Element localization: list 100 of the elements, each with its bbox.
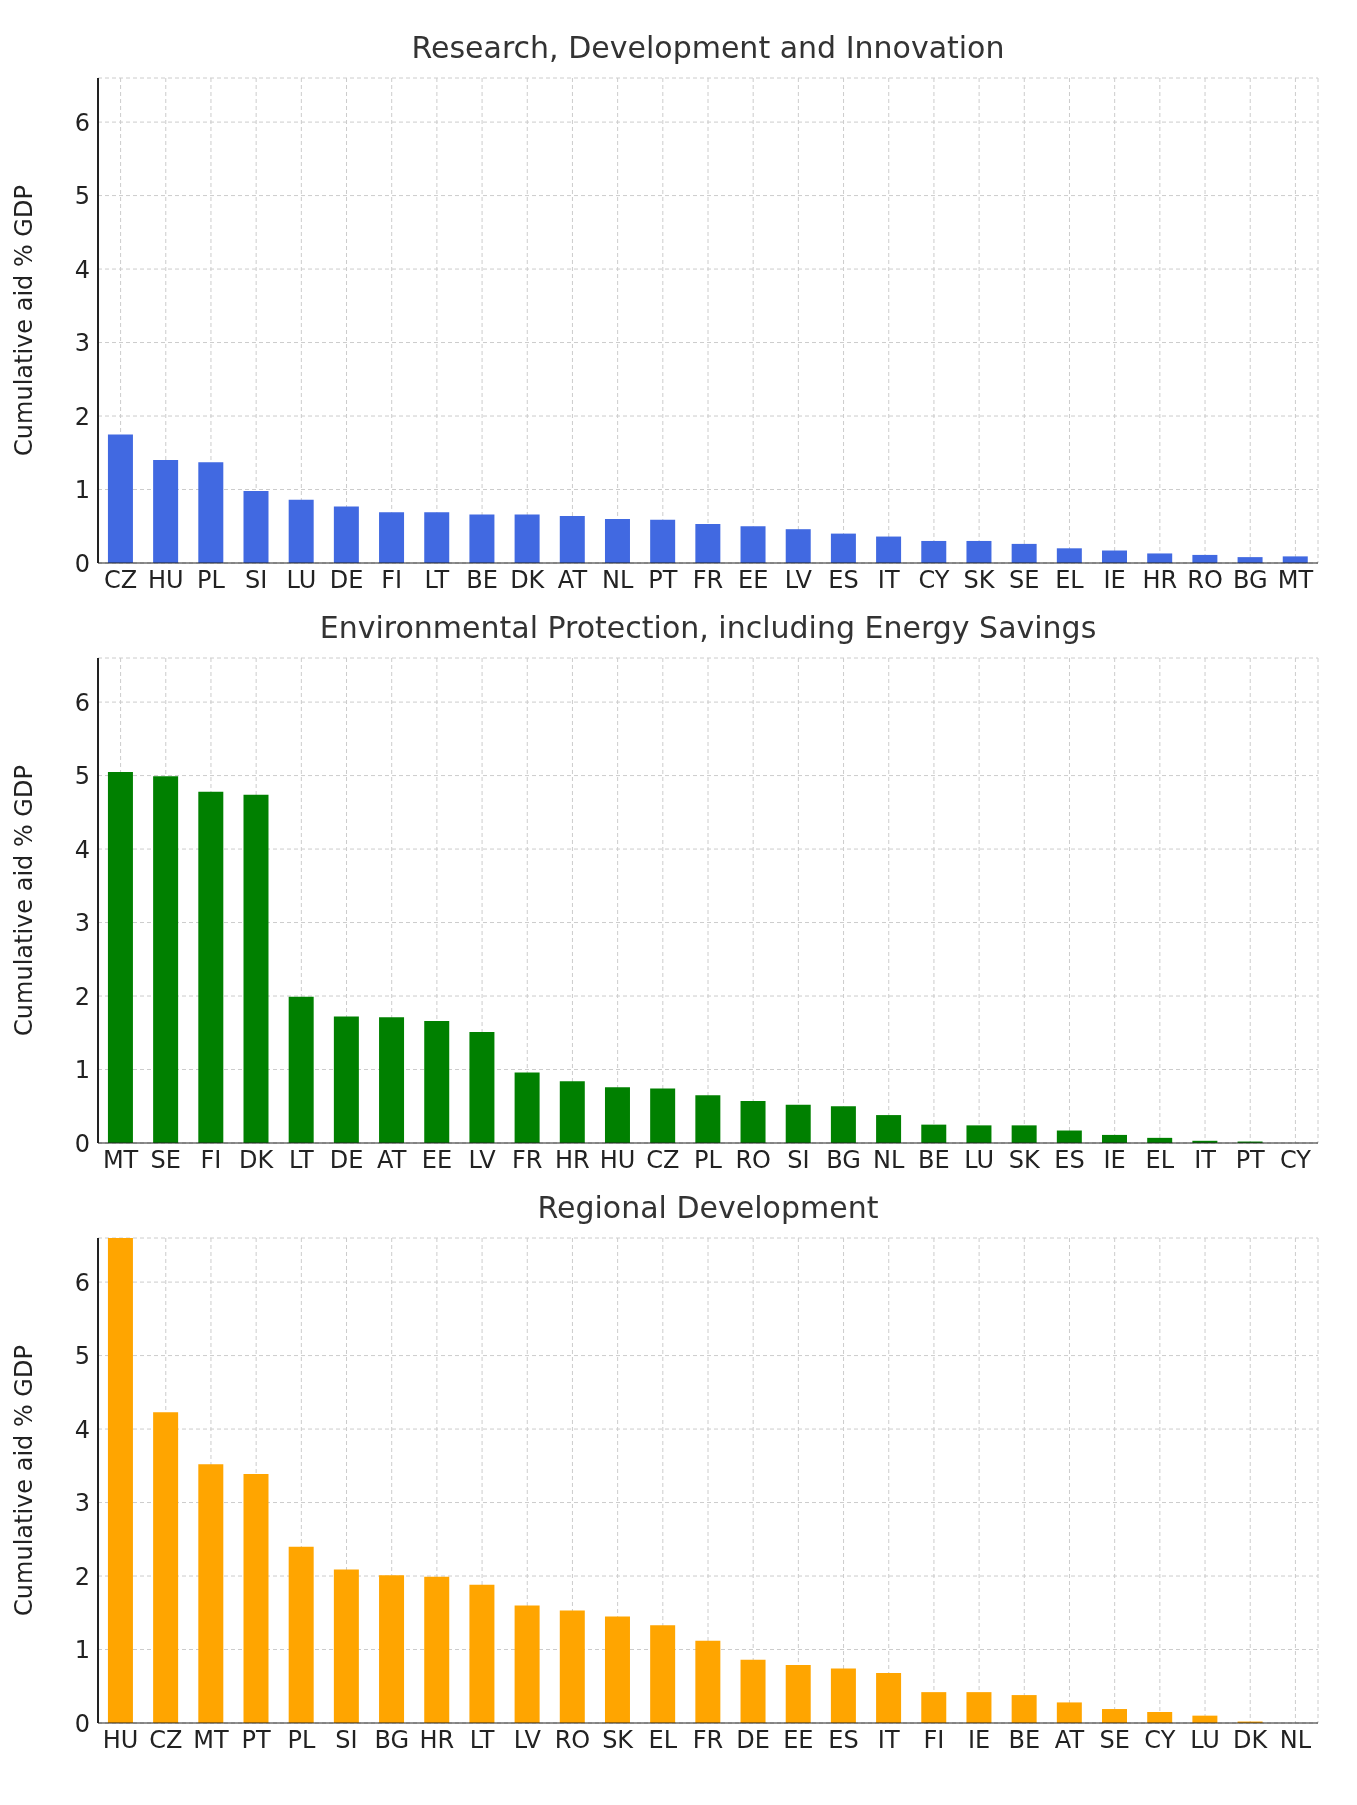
y-tick-label: 1 (74, 1636, 90, 1665)
x-tick-label: CZ (646, 1146, 680, 1175)
x-tick-label: DK (1233, 1726, 1269, 1755)
y-tick-label: 1 (74, 1056, 90, 1085)
x-tick-label: SE (150, 1146, 181, 1175)
x-tick-label: BE (466, 566, 498, 595)
y-tick-label: 6 (74, 108, 90, 137)
x-tick-label: FI (381, 566, 403, 595)
x-tick-label: LU (1190, 1726, 1220, 1755)
x-tick-label: NL (601, 566, 634, 595)
x-tick-label: NL (1279, 1726, 1312, 1755)
x-tick-label: IT (1194, 1146, 1217, 1175)
x-tick-label: LV (513, 1726, 542, 1755)
x-tick-label: IT (877, 1726, 900, 1755)
x-tick-label: BG (826, 1146, 861, 1175)
x-tick-label: EL (648, 1726, 678, 1755)
y-tick-label: 3 (74, 329, 90, 358)
y-tick-label: 2 (74, 402, 90, 431)
x-tick-label: EL (1145, 1146, 1175, 1175)
x-tick-label: RO (1187, 566, 1223, 595)
x-tick-label: SI (335, 1726, 358, 1755)
x-tick-label: HU (147, 566, 184, 595)
x-tick-label: HU (599, 1146, 636, 1175)
x-tick-label: AT (377, 1146, 407, 1175)
y-tick-label: 2 (74, 982, 90, 1011)
x-tick-label: ES (1054, 1146, 1085, 1175)
x-tick-label: MT (102, 1146, 139, 1175)
y-tick-label: 4 (74, 835, 90, 864)
y-tick-label: 5 (74, 182, 90, 211)
x-tick-label: LT (469, 1726, 495, 1755)
x-tick-label: MT (193, 1726, 229, 1755)
x-tick-label: IE (967, 1726, 991, 1755)
x-tick-label: EL (1055, 566, 1085, 595)
y-axis-title: Cumulative aid % GDP (9, 1345, 38, 1616)
x-tick-label: CY (1279, 1146, 1312, 1175)
y-tick-label: 2 (74, 1562, 90, 1591)
x-tick-label: ES (828, 1726, 859, 1755)
y-axis-title: Cumulative aid % GDP (9, 185, 38, 456)
x-tick-label: BG (374, 1726, 410, 1755)
x-tick-label: IE (1103, 566, 1126, 595)
x-tick-label: EE (783, 1726, 814, 1755)
x-tick-label: PL (197, 566, 226, 595)
x-tick-label: PL (694, 1146, 723, 1175)
x-tick-label: DE (736, 1726, 771, 1755)
x-tick-label: LU (286, 566, 317, 595)
x-tick-label: PL (287, 1726, 316, 1755)
x-tick-label: HR (419, 1726, 455, 1755)
x-tick-label: CZ (149, 1726, 183, 1755)
y-tick-label: 5 (74, 1342, 90, 1371)
x-tick-label: DE (329, 566, 364, 595)
x-tick-label: CY (1144, 1726, 1176, 1755)
x-tick-label: PT (648, 566, 678, 595)
x-tick-label: AT (557, 566, 588, 595)
x-tick-label: CZ (103, 566, 138, 595)
x-tick-label: PT (241, 1726, 272, 1755)
x-tick-label: SK (963, 566, 996, 595)
x-tick-label: DE (329, 1146, 364, 1175)
y-tick-label: 6 (74, 688, 90, 717)
x-tick-label: BG (1232, 566, 1268, 595)
x-tick-label: SI (787, 1146, 810, 1175)
x-tick-label: AT (1054, 1726, 1085, 1755)
x-tick-label: FI (923, 1726, 945, 1755)
x-tick-label: LV (784, 566, 813, 595)
x-tick-label: DK (239, 1146, 275, 1175)
x-tick-label: IE (1103, 1146, 1126, 1175)
y-tick-label: 0 (74, 1709, 90, 1738)
x-tick-label: SK (1008, 1146, 1042, 1175)
y-tick-label: 4 (74, 1415, 90, 1444)
x-tick-label: FI (200, 1146, 222, 1175)
x-tick-label: IT (877, 566, 900, 595)
x-tick-label: SI (244, 566, 268, 595)
chart-title: Environmental Protection, including Energy Savings (318, 609, 1098, 647)
y-tick-label: 3 (74, 1489, 90, 1518)
x-tick-label: PT (1235, 1146, 1266, 1175)
chart-title: Regional Development (536, 1189, 880, 1227)
x-tick-label: BE (918, 1146, 950, 1175)
x-tick-label: FR (512, 1146, 543, 1175)
x-tick-label: RO (735, 1146, 771, 1175)
x-tick-label: ES (828, 566, 859, 595)
x-tick-label: HU (102, 1726, 139, 1755)
y-tick-label: 1 (74, 476, 90, 505)
y-tick-label: 0 (74, 549, 90, 578)
x-tick-label: CY (918, 566, 950, 595)
x-tick-label: DK (510, 566, 546, 595)
x-tick-label: EE (738, 566, 769, 595)
x-tick-label: FR (692, 566, 724, 595)
x-tick-label: LT (424, 566, 450, 595)
x-tick-label: HR (1142, 566, 1178, 595)
y-tick-label: 5 (74, 762, 90, 791)
x-tick-label: SE (1099, 1726, 1130, 1755)
x-tick-label: BE (1008, 1726, 1041, 1755)
y-tick-label: 0 (74, 1129, 90, 1158)
x-tick-label: LV (468, 1146, 497, 1175)
x-tick-label: HR (555, 1146, 590, 1175)
y-tick-label: 4 (74, 255, 90, 284)
x-tick-label: RO (554, 1726, 591, 1755)
x-tick-label: FR (692, 1726, 724, 1755)
y-tick-label: 6 (74, 1268, 90, 1297)
x-tick-label: NL (873, 1146, 906, 1175)
y-tick-label: 3 (74, 909, 90, 938)
